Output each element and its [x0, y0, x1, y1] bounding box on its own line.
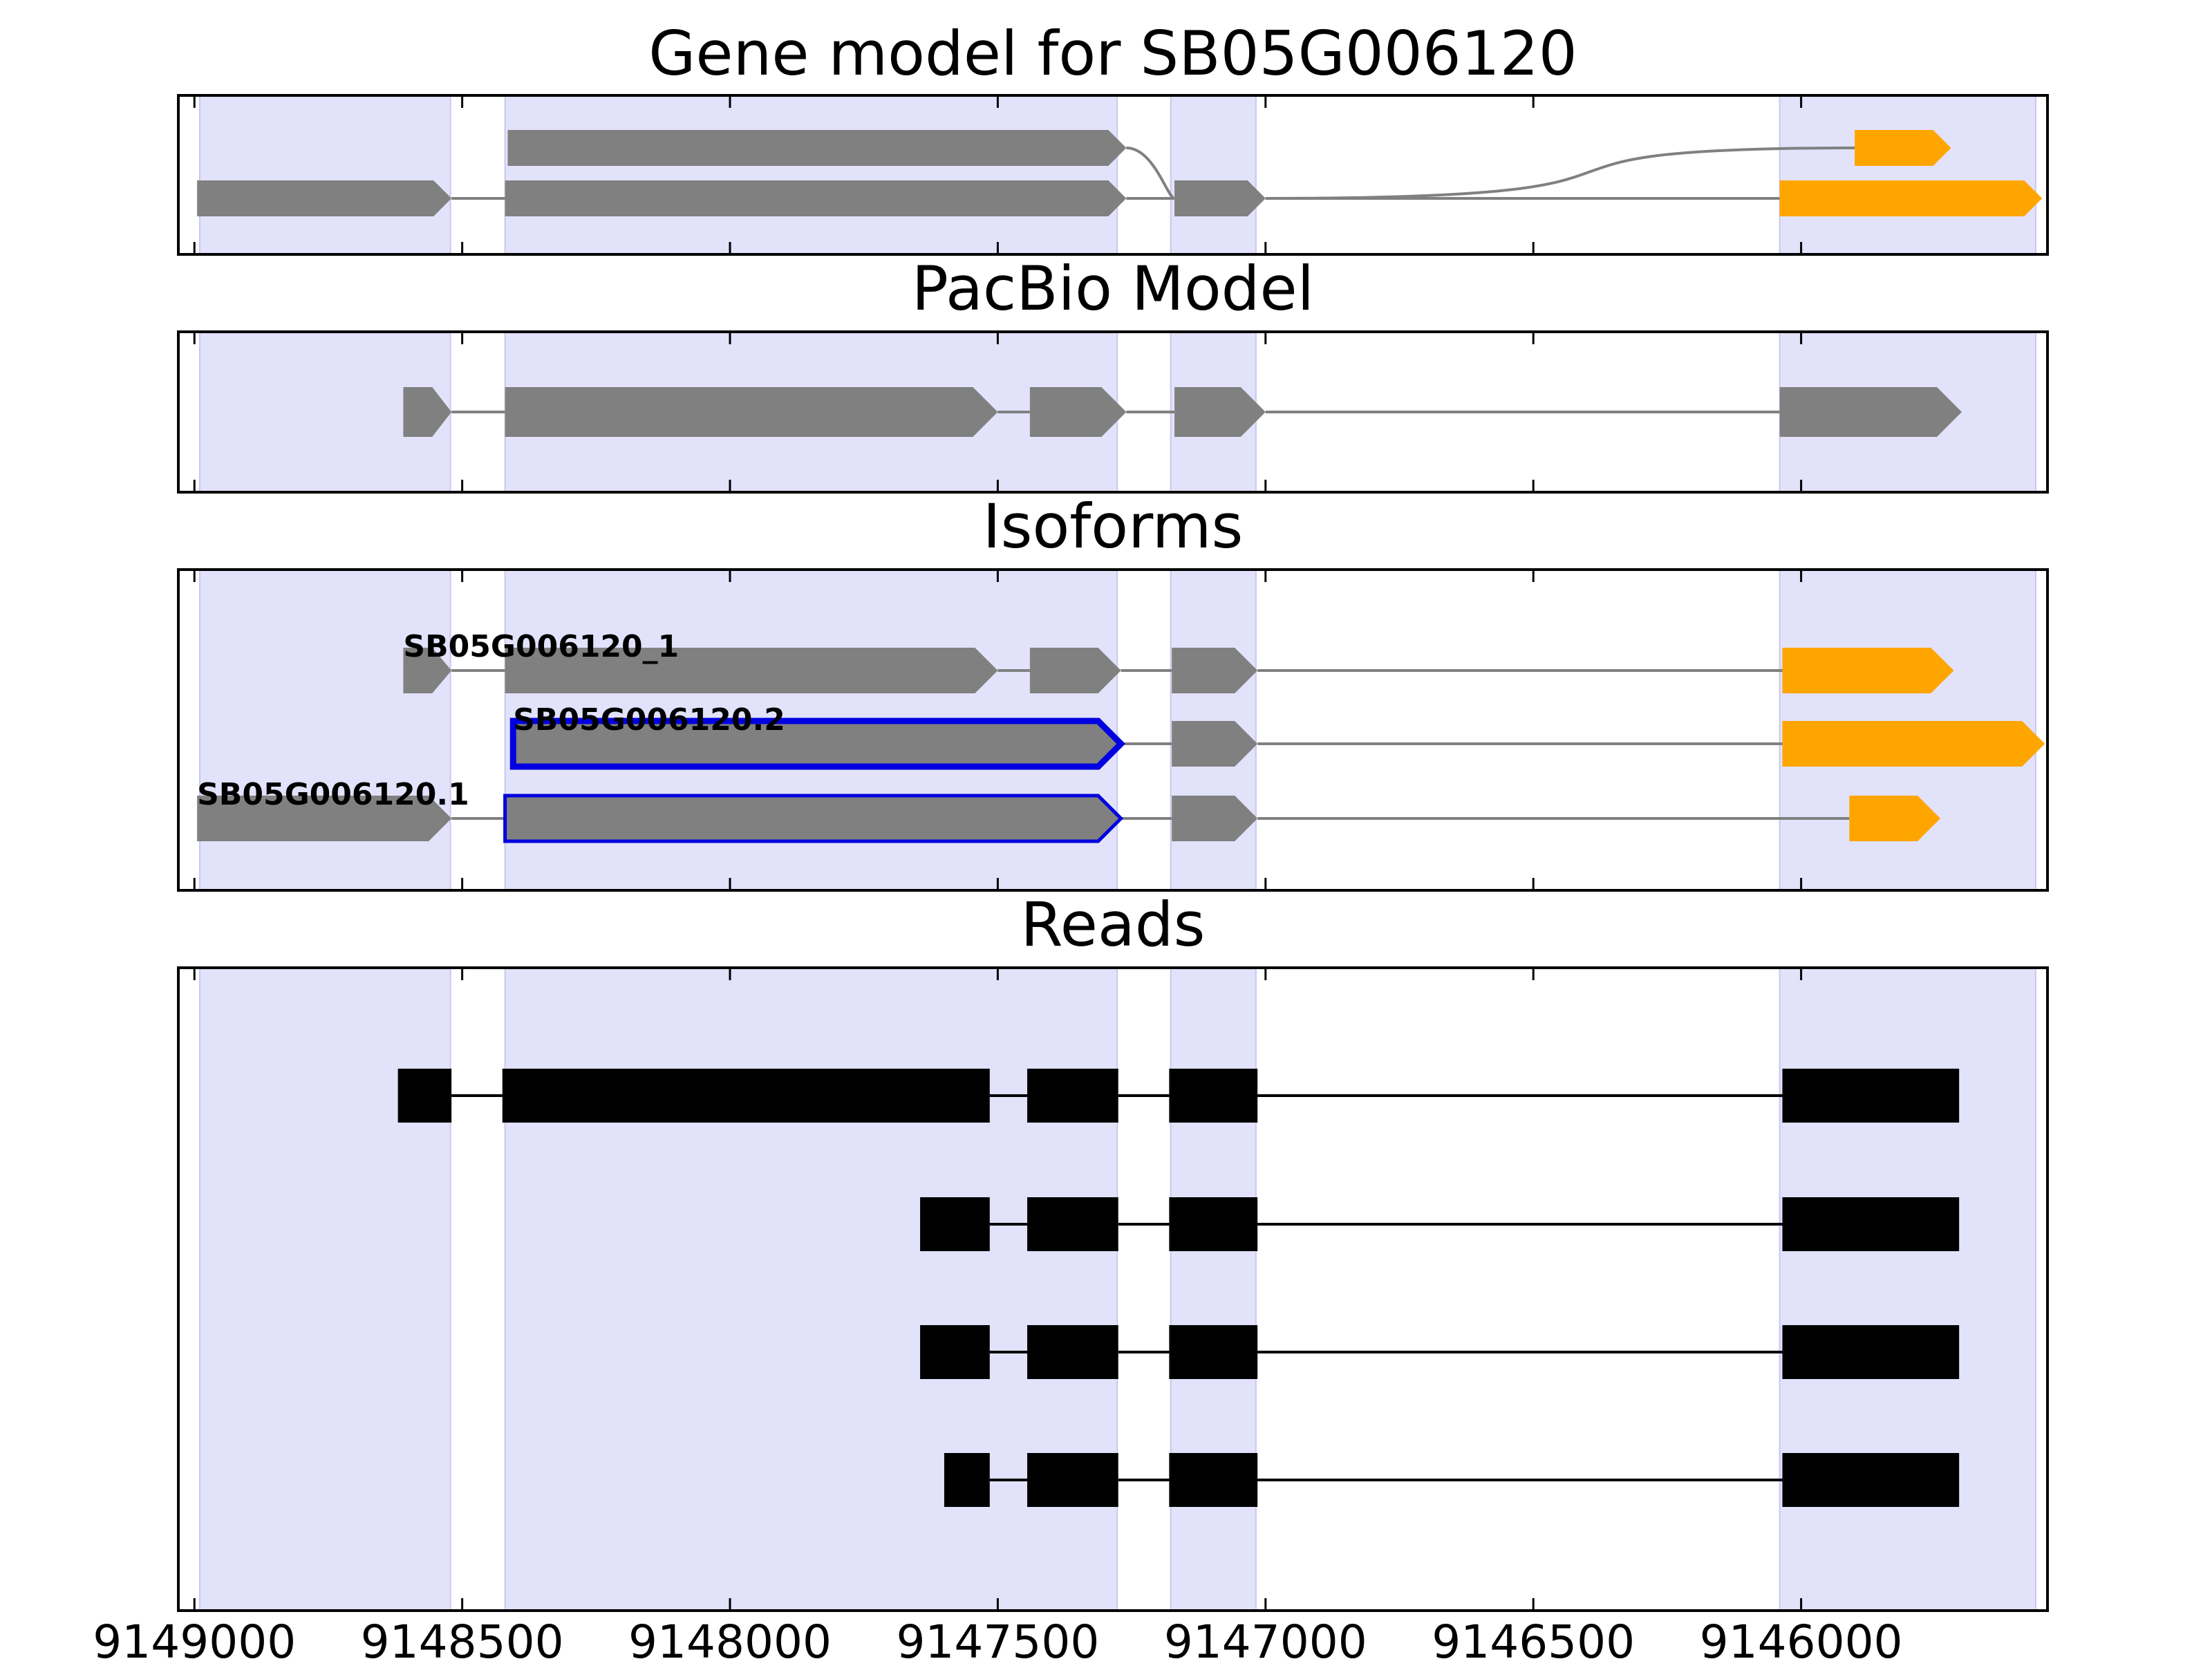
axes-frame [177, 966, 2049, 1612]
exon-block [197, 180, 452, 216]
read-block [1169, 1197, 1258, 1251]
axes-frame [177, 568, 2049, 892]
shaded-region [198, 967, 451, 1611]
shaded-region [1779, 95, 2036, 255]
axes-frame [177, 94, 2049, 256]
read-block [1027, 1325, 1118, 1379]
x-tick-label: 9146000 [1700, 1615, 1903, 1659]
splice-connector [1126, 147, 1176, 200]
isoform-label: SB05G006120.2 [513, 702, 785, 738]
exon-block [507, 130, 1127, 166]
x-tick-label: 9149000 [93, 1615, 296, 1659]
exon-block [1174, 387, 1266, 437]
exon-block [1779, 387, 1962, 437]
exon-block [197, 796, 452, 841]
read-block [397, 1069, 452, 1123]
panel-title: Gene model for SB05G006120 [648, 18, 1577, 89]
exon-block [403, 648, 452, 693]
panel-plot-area [177, 330, 2049, 494]
panel-plot-area [177, 94, 2049, 256]
exon-block [1174, 180, 1266, 216]
shaded-region [1779, 967, 2036, 1611]
read-block [1169, 1453, 1258, 1507]
exon-block [505, 648, 998, 693]
shaded-region [504, 95, 1118, 255]
exon-block [1029, 387, 1127, 437]
panel-plot-area: SB05G006120_1 SB05G006120.2 SB05G006120.1 [177, 568, 2049, 892]
exon-block [1782, 648, 1954, 693]
shaded-region [198, 569, 451, 891]
x-tick-label: 9147500 [896, 1615, 1099, 1659]
exon-block [1849, 796, 1941, 841]
read-block [502, 1069, 990, 1123]
read-block [1027, 1069, 1118, 1123]
exon-block [505, 180, 1127, 216]
exon-block [509, 718, 1125, 770]
read-block [1782, 1325, 1960, 1379]
read-block [1782, 1197, 1960, 1251]
panel-title: Isoforms [983, 491, 1244, 562]
x-axis-tick-labels: 9149000 9148500 9148000 9147500 9147000 91465… [93, 1615, 1902, 1659]
exon-block [403, 387, 452, 437]
axes-frame [177, 330, 2049, 494]
exon-block [1855, 130, 1951, 166]
exon-block [1782, 721, 2045, 767]
exon-block [1172, 796, 1258, 841]
exon-block [1172, 648, 1258, 693]
read-block [920, 1197, 990, 1251]
shaded-region [1170, 95, 1257, 255]
panel-reads: Reads [177, 889, 2049, 1612]
x-tick-label: 9146500 [1432, 1615, 1635, 1659]
x-tick-label: 9148500 [361, 1615, 564, 1659]
read-block [1782, 1069, 1960, 1123]
panel-plot-area [177, 966, 2049, 1612]
read-block [920, 1325, 990, 1379]
read-block [1027, 1453, 1118, 1507]
exon-block [505, 387, 998, 437]
exon-block [503, 794, 1124, 843]
panel-pacbio-model: PacBio Model [177, 253, 2049, 494]
read-block [1027, 1197, 1118, 1251]
exon-block [1029, 648, 1121, 693]
read-block [944, 1453, 990, 1507]
exon-block [1172, 721, 1258, 767]
shaded-region [198, 95, 451, 255]
read-block [1169, 1069, 1258, 1123]
read-block [1169, 1325, 1258, 1379]
panel-title: PacBio Model [912, 253, 1314, 324]
panel-gene-model: Gene model for SB05G006120 [177, 18, 2049, 256]
splice-connector [1265, 147, 1855, 200]
isoform-label: SB05G006120.1 [197, 777, 469, 812]
shaded-region [504, 967, 1118, 1611]
x-tick-label: 9147000 [1164, 1615, 1367, 1659]
isoform-label: SB05G006120_1 [403, 629, 679, 664]
shaded-region [1170, 967, 1257, 1611]
x-tick-label: 9148000 [628, 1615, 832, 1659]
panel-title: Reads [1021, 889, 1206, 960]
read-block [1782, 1453, 1960, 1507]
panel-isoforms: Isoforms SB05G006120_1SB05G006120.2SB05G… [177, 491, 2049, 892]
exon-block [1779, 180, 2043, 216]
